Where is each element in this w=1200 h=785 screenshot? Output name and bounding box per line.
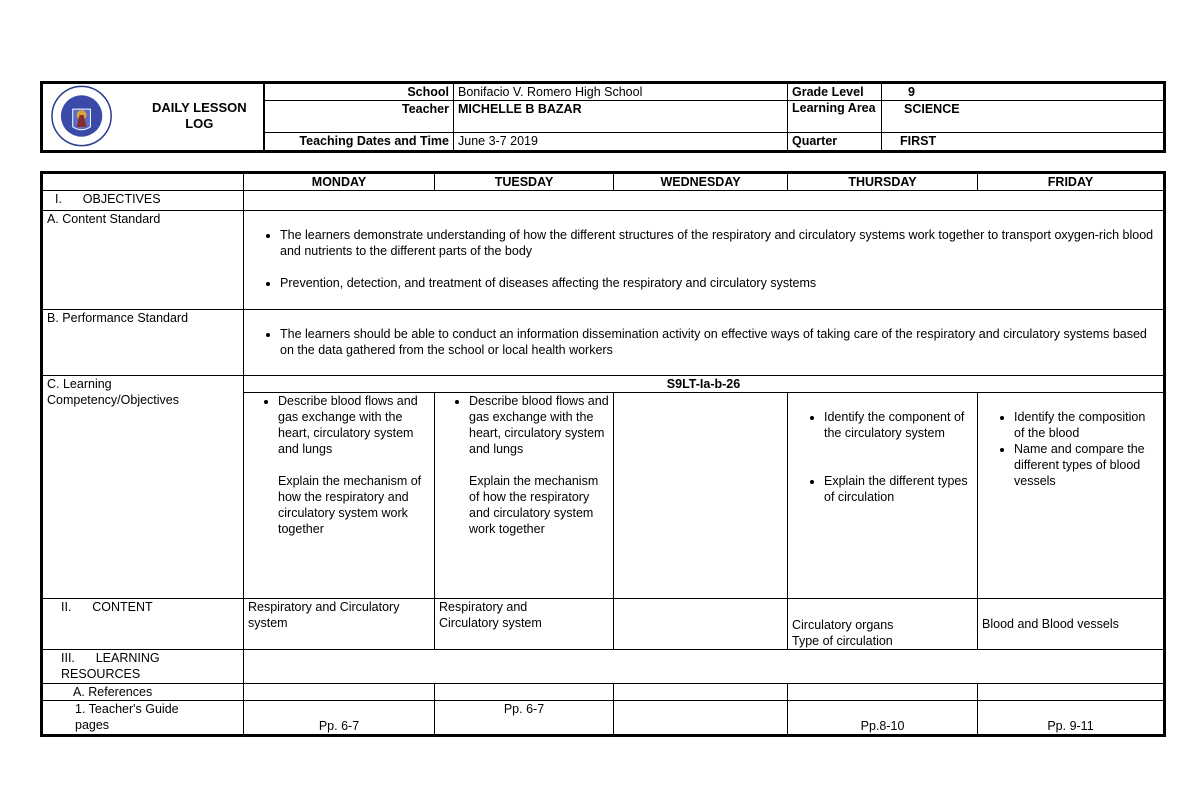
- monday-objective: Describe blood flows and gas exchange wi…: [278, 394, 418, 456]
- content-standard-item: Prevention, detection, and treatment of …: [280, 275, 1159, 291]
- quarter-value: FIRST: [881, 132, 1165, 152]
- school-value: Bonifacio V. Romero High School: [453, 82, 788, 101]
- tg-thursday: Pp.8-10: [787, 700, 978, 736]
- objectives-label: I. OBJECTIVES: [41, 190, 244, 211]
- tuesday-objective: Describe blood flows and gas exchange wi…: [469, 394, 609, 456]
- tuesday-objective: Explain the mechanism of how the respira…: [469, 474, 599, 536]
- teachers-guide-label: 1. Teacher's Guide pages: [75, 702, 179, 732]
- document-title: DAILY LESSON LOG: [152, 100, 247, 131]
- dates-label: Teaching Dates and Time: [263, 132, 454, 152]
- day-friday: FRIDAY: [977, 172, 1165, 191]
- teacher-value: MICHELLE B BAZAR: [453, 100, 788, 133]
- day-tuesday: TUESDAY: [434, 172, 614, 191]
- thursday-objective: Identify the component of the circulator…: [824, 409, 973, 441]
- content-thursday: Type of circulation: [792, 634, 893, 648]
- day-thursday: THURSDAY: [787, 172, 978, 191]
- day-header-row: MONDAY TUESDAY WEDNESDAY THURSDAY FRIDAY: [41, 172, 1165, 191]
- area-value: SCIENCE: [881, 100, 1165, 133]
- friday-objective: Identify the composition of the blood: [1014, 409, 1159, 441]
- learning-resources-label: III. LEARNING RESOURCES: [41, 649, 244, 684]
- content-standard-item: The learners demonstrate understanding o…: [280, 227, 1159, 259]
- thursday-objective: Explain the different types of circulati…: [824, 473, 973, 505]
- teacher-label: Teacher: [263, 100, 454, 133]
- grade-label: Grade Level: [787, 82, 882, 101]
- monday-objective: Explain the mechanism of how the respira…: [278, 474, 422, 536]
- header-table: DAILY LESSON LOG School Bonifacio V. Rom…: [40, 81, 1166, 153]
- grade-value: 9: [881, 82, 1165, 101]
- school-label: School: [263, 82, 454, 101]
- tg-friday: Pp. 9-11: [977, 700, 1165, 736]
- friday-objective: Name and compare the different types of …: [1014, 441, 1159, 489]
- quarter-label: Quarter: [787, 132, 882, 152]
- references-label: A. References: [41, 683, 244, 701]
- performance-standard-label: B. Performance Standard: [41, 309, 244, 376]
- content-monday: Respiratory and Circulatory system: [243, 598, 435, 650]
- day-wednesday: WEDNESDAY: [613, 172, 788, 191]
- logo-title-cell: DAILY LESSON LOG: [41, 82, 265, 152]
- content-label: II. CONTENT: [41, 598, 244, 650]
- content-friday: Blood and Blood vessels: [977, 598, 1165, 650]
- tg-tuesday: Pp. 6-7: [434, 700, 614, 736]
- tg-monday: Pp. 6-7: [243, 700, 435, 736]
- content-thursday: Circulatory organs: [792, 618, 894, 632]
- performance-standard-item: The learners should be able to conduct a…: [280, 326, 1159, 358]
- lesson-table: MONDAY TUESDAY WEDNESDAY THURSDAY FRIDAY…: [40, 171, 1166, 737]
- content-tuesday: Respiratory and Circulatory system: [439, 600, 542, 630]
- competency-code: S9LT-Ia-b-26: [243, 375, 1165, 393]
- dates-value: June 3-7 2019: [453, 132, 788, 152]
- deped-seal-logo: [51, 85, 112, 147]
- area-label: Learning Area: [787, 100, 882, 133]
- competency-label: C. Learning Competency/Objectives: [41, 375, 244, 599]
- day-monday: MONDAY: [243, 172, 435, 191]
- content-standard-label: A. Content Standard: [41, 210, 244, 310]
